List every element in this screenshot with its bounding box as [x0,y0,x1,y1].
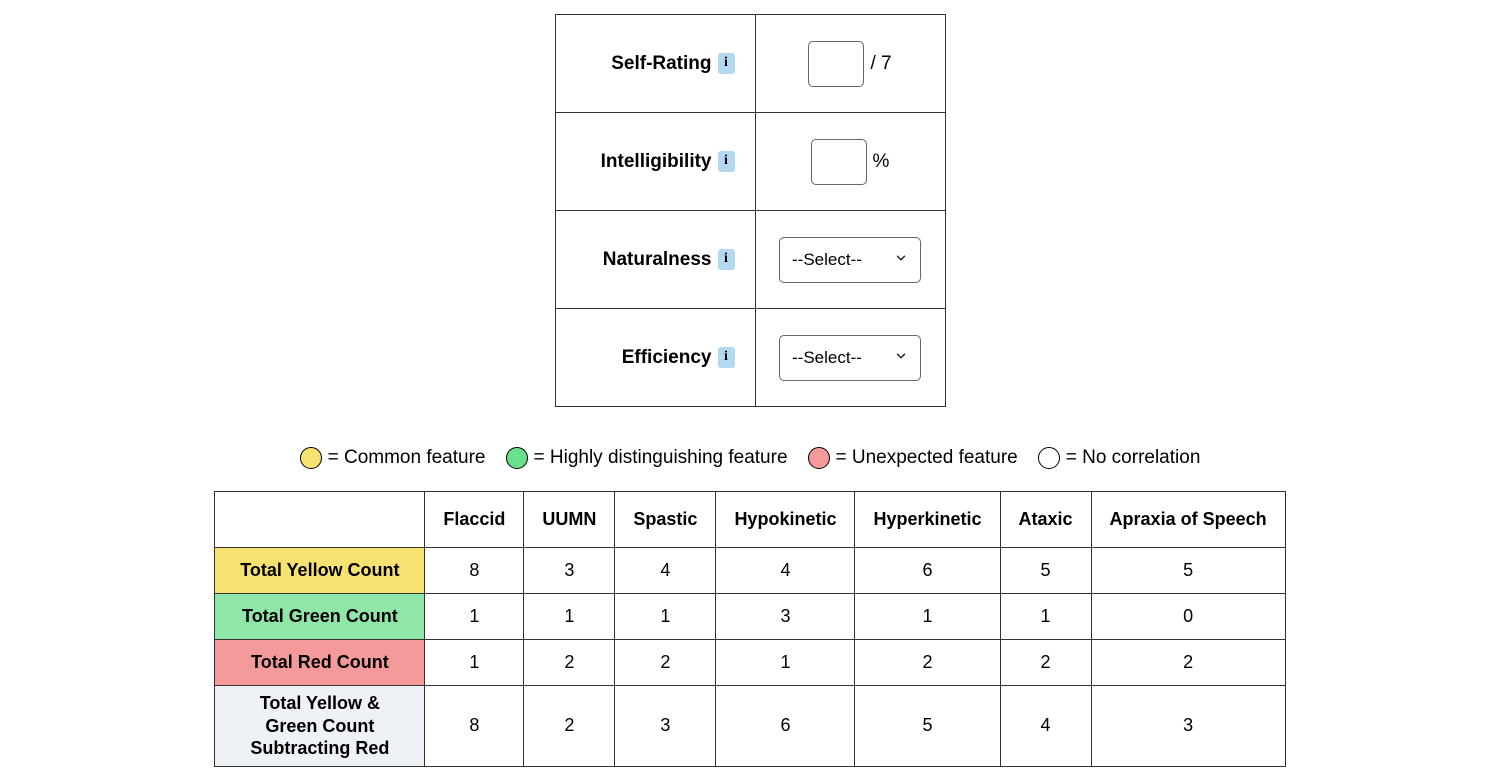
column-header: Ataxic [1000,492,1091,548]
blank-header [215,492,425,548]
chevron-down-icon [894,349,908,366]
count-cell: 4 [716,548,855,594]
form-row-label: Efficiency [622,347,712,368]
efficiency-select[interactable]: --Select-- [779,335,921,381]
legend-text: = No correlation [1066,447,1201,469]
table-row: Total Green Count1113110 [215,594,1285,640]
count-cell: 5 [855,686,1000,767]
legend-swatch [1038,447,1060,469]
count-cell: 8 [425,686,524,767]
legend-swatch [506,447,528,469]
count-cell: 5 [1000,548,1091,594]
self-rating-input[interactable] [808,41,864,87]
form-row: Efficiency i --Select-- [555,309,945,407]
count-cell: 0 [1091,594,1285,640]
naturalness-select[interactable]: --Select-- [779,237,921,283]
count-cell: 2 [524,640,615,686]
form-row: Self-Rating i / 7 [555,15,945,113]
count-cell: 6 [716,686,855,767]
count-cell: 1 [716,640,855,686]
column-header: Spastic [615,492,716,548]
form-row-label-cell: Efficiency i [555,309,755,407]
legend-item: = Unexpected feature [808,447,1018,469]
form-row-label-cell: Intelligibility i [555,113,755,211]
column-header: UUMN [524,492,615,548]
legend-item: = Highly distinguishing feature [506,447,788,469]
form-row-label-cell: Self-Rating i [555,15,755,113]
input-suffix: % [873,151,890,172]
count-cell: 1 [425,594,524,640]
column-header: Hypokinetic [716,492,855,548]
info-icon[interactable]: i [718,347,735,368]
count-cell: 5 [1091,548,1285,594]
column-header: Apraxia of Speech [1091,492,1285,548]
legend-text: = Unexpected feature [836,447,1018,469]
count-cell: 3 [524,548,615,594]
form-row-value-cell: % [755,113,945,211]
form-row-label: Naturalness [603,249,712,270]
count-cell: 1 [855,594,1000,640]
info-icon[interactable]: i [718,249,735,270]
select-value: --Select-- [792,250,862,270]
legend-item: = Common feature [300,447,486,469]
feature-legend: = Common feature = Highly distinguishing … [300,447,1201,469]
form-row-label: Intelligibility [601,151,712,172]
form-row-value-cell: / 7 [755,15,945,113]
chevron-down-icon [894,251,908,268]
count-cell: 4 [615,548,716,594]
column-header: Flaccid [425,492,524,548]
counts-table: FlaccidUUMNSpasticHypokineticHyperkineti… [214,491,1285,767]
count-cell: 3 [716,594,855,640]
count-cell: 6 [855,548,1000,594]
count-cell: 3 [615,686,716,767]
form-row-value-cell: --Select-- [755,211,945,309]
row-header: Total Yellow & Green Count Subtracting R… [215,686,425,767]
info-icon[interactable]: i [718,151,735,172]
form-row-label-cell: Naturalness i [555,211,755,309]
form-row: Intelligibility i% [555,113,945,211]
rating-form-table: Self-Rating i / 7 Intelligibility i% Naturaln… [555,14,946,407]
count-cell: 4 [1000,686,1091,767]
count-cell: 1 [615,594,716,640]
form-row-label: Self-Rating [611,53,711,74]
legend-swatch [300,447,322,469]
count-cell: 2 [615,640,716,686]
count-cell: 1 [1000,594,1091,640]
row-header: Total Green Count [215,594,425,640]
legend-swatch [808,447,830,469]
info-icon[interactable]: i [718,53,735,74]
table-row: Total Yellow Count8344655 [215,548,1285,594]
count-cell: 2 [524,686,615,767]
count-cell: 2 [1091,640,1285,686]
form-row-value-cell: --Select-- [755,309,945,407]
count-cell: 2 [855,640,1000,686]
count-cell: 1 [425,640,524,686]
legend-text: = Highly distinguishing feature [534,447,788,469]
intelligibility-input[interactable] [811,139,867,185]
table-row: Total Yellow & Green Count Subtracting R… [215,686,1285,767]
column-header: Hyperkinetic [855,492,1000,548]
legend-text: = Common feature [328,447,486,469]
form-row: Naturalness i --Select-- [555,211,945,309]
count-cell: 1 [524,594,615,640]
select-value: --Select-- [792,348,862,368]
table-row: Total Red Count1221222 [215,640,1285,686]
legend-item: = No correlation [1038,447,1201,469]
input-suffix: / 7 [870,53,891,74]
row-header: Total Yellow Count [215,548,425,594]
count-cell: 2 [1000,640,1091,686]
count-cell: 8 [425,548,524,594]
row-header: Total Red Count [215,640,425,686]
count-cell: 3 [1091,686,1285,767]
